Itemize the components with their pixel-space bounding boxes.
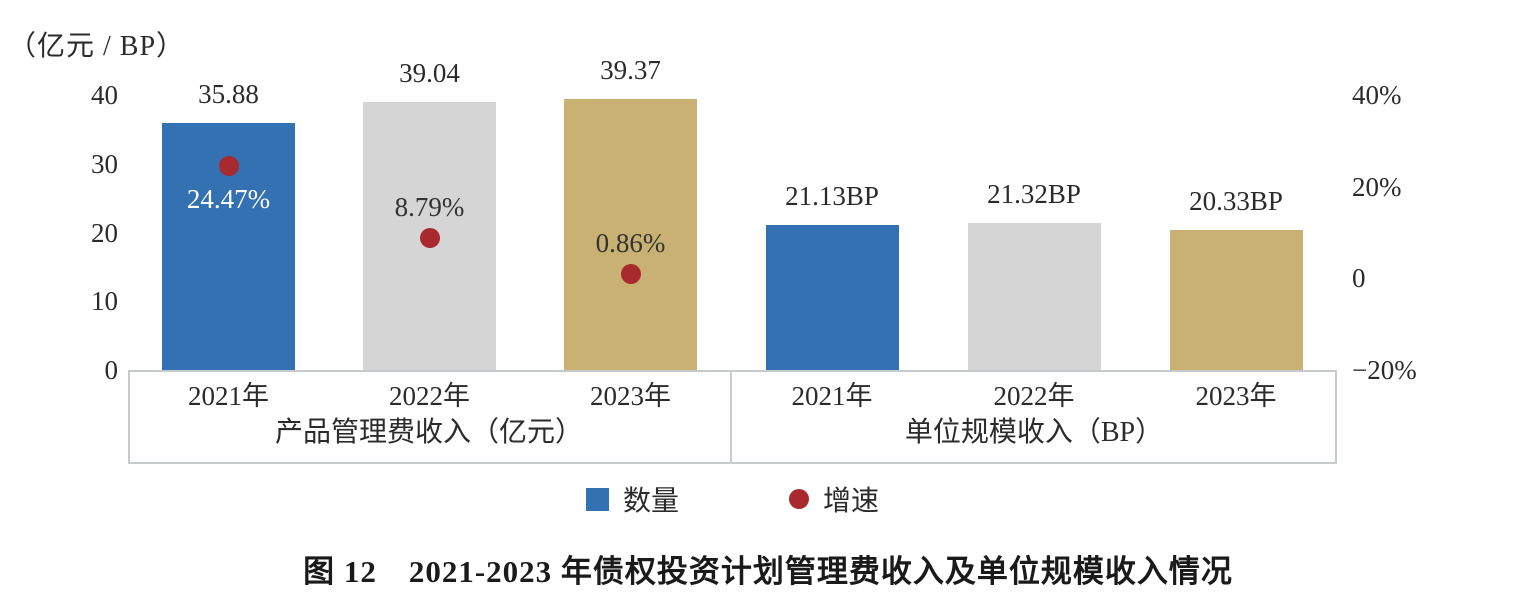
group-title-unit-scale: 单位规模收入（BP） xyxy=(904,417,1164,448)
legend-quantity-item: 数量 xyxy=(585,479,679,519)
left-axis-tick-10: 10 xyxy=(91,286,118,317)
bar-fee-2023年 xyxy=(564,99,697,370)
legend-growth-item: 增速 xyxy=(789,479,879,519)
legend-quantity-square-icon xyxy=(585,487,609,511)
growth-dot-2022年 xyxy=(419,228,440,249)
year-label-2023年: 2023年 xyxy=(590,381,671,411)
legend-growth-label: 增速 xyxy=(823,486,880,517)
year-label-2021年: 2021年 xyxy=(791,381,873,411)
growth-rate-label: 0.86% xyxy=(595,228,666,259)
growth-rate-label: 8.79% xyxy=(394,192,465,223)
left-axis-unit-label: （亿元 / BP） xyxy=(8,31,186,62)
right-axis-tick-0: 0 xyxy=(1352,263,1366,294)
right-axis-tick-40: 40% xyxy=(1352,80,1402,110)
bar-value-label: 21.13BP xyxy=(785,180,879,211)
category-box xyxy=(128,370,1337,464)
bar-value-label: 21.32BP xyxy=(987,179,1081,210)
year-label-2023年: 2023年 xyxy=(1195,381,1277,411)
group-divider-line xyxy=(730,370,732,464)
growth-rate-label: 24.47% xyxy=(186,184,271,215)
legend-growth-dot-icon xyxy=(789,489,809,509)
bar-value-label: 20.33BP xyxy=(1189,186,1283,217)
growth-dot-2023年 xyxy=(620,264,641,285)
group-title-management-fee: 产品管理费收入（亿元） xyxy=(274,417,584,448)
bar-bp-2021年 xyxy=(765,224,899,370)
year-label-2022年: 2022年 xyxy=(993,381,1075,411)
left-axis-tick-20: 20 xyxy=(91,217,118,248)
bar-value-label: 39.04 xyxy=(399,57,460,88)
year-label-2021年: 2021年 xyxy=(188,381,269,411)
figure-caption: 图 12 2021-2023 年债权投资计划管理费收入及单位规模收入情况 xyxy=(303,554,1233,589)
bar-value-label: 39.37 xyxy=(600,55,661,86)
legend-quantity-label: 数量 xyxy=(622,486,679,517)
right-axis-tick-20: 20% xyxy=(1352,171,1402,202)
legend: 数量 增速 xyxy=(128,479,1337,519)
bar-bp-2023年 xyxy=(1169,230,1303,370)
left-axis-tick-0: 0 xyxy=(104,355,119,385)
left-axis-tick-40: 40 xyxy=(91,80,118,110)
growth-dot-2021年 xyxy=(218,156,239,177)
right-axis-tick--20: −20% xyxy=(1352,355,1417,385)
bar-value-label: 35.88 xyxy=(198,79,259,110)
bar-bp-2022年 xyxy=(967,223,1101,370)
year-label-2022年: 2022年 xyxy=(389,381,470,411)
left-axis-tick-30: 30 xyxy=(91,148,118,179)
